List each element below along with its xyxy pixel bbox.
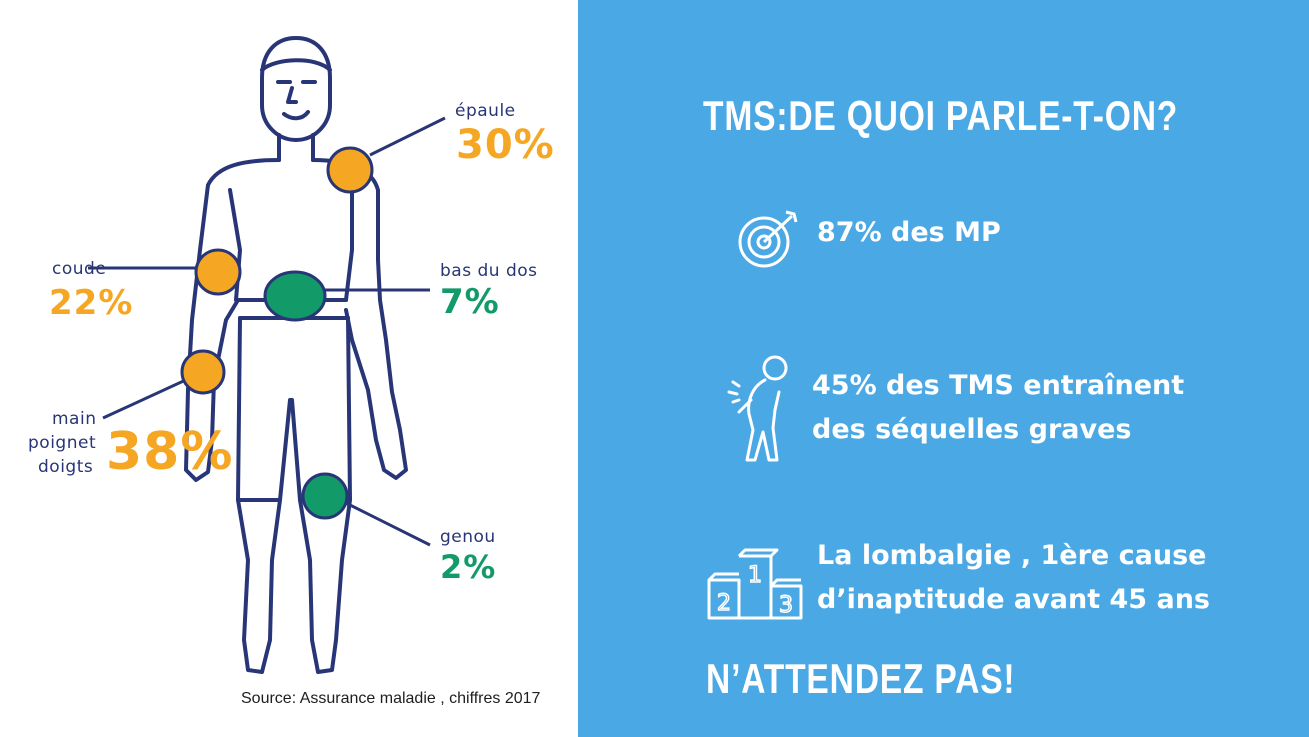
- hand-marker: [180, 349, 226, 395]
- target-icon: [738, 210, 798, 268]
- source-note: Source: Assurance maladie , chiffres 201…: [241, 690, 541, 707]
- back-pain-icon: [727, 355, 788, 462]
- page-title: TMS:DE QUOI PARLE-T-ON?: [703, 92, 1179, 139]
- lower-back-marker: [263, 270, 327, 322]
- left-panel: épaule 30% coude 22% bas du dos 7% main …: [0, 0, 578, 737]
- body-figure-illustration: [88, 36, 446, 674]
- shoulder-label: épaule: [455, 101, 516, 121]
- svg-text:3: 3: [779, 593, 793, 618]
- fact-3-line-1: La lombalgie , 1ère cause: [817, 540, 1207, 571]
- fact-2-line-1: 45% des TMS entraînent: [812, 370, 1185, 401]
- lower-back-percent: 7%: [440, 282, 500, 322]
- podium-icon: 1 2 3: [707, 548, 803, 620]
- lower-back-label: bas du dos: [440, 261, 538, 281]
- hand-label-fingers: doigts: [38, 457, 94, 477]
- svg-text:1: 1: [748, 563, 762, 588]
- shoulder-percent: 30%: [456, 122, 555, 168]
- shoulder-marker: [326, 146, 374, 194]
- hand-percent: 38%: [106, 422, 234, 482]
- fact-2-line-2: des séquelles graves: [812, 414, 1132, 445]
- elbow-marker: [194, 248, 242, 296]
- elbow-label: coude: [52, 259, 107, 279]
- knee-percent: 2%: [440, 548, 497, 586]
- right-panel: [578, 0, 1309, 737]
- knee-label: genou: [440, 527, 496, 547]
- fact-1-text: 87% des MP: [817, 217, 1001, 248]
- hand-label-wrist: poignet: [28, 433, 97, 453]
- call-to-action: N’ATTENDEZ PAS!: [706, 655, 1016, 702]
- hand-label-main: main: [52, 409, 97, 429]
- elbow-percent: 22%: [49, 283, 134, 323]
- svg-text:2: 2: [717, 591, 731, 616]
- knee-marker: [301, 472, 349, 520]
- fact-3-line-2: d’inaptitude avant 45 ans: [817, 584, 1210, 615]
